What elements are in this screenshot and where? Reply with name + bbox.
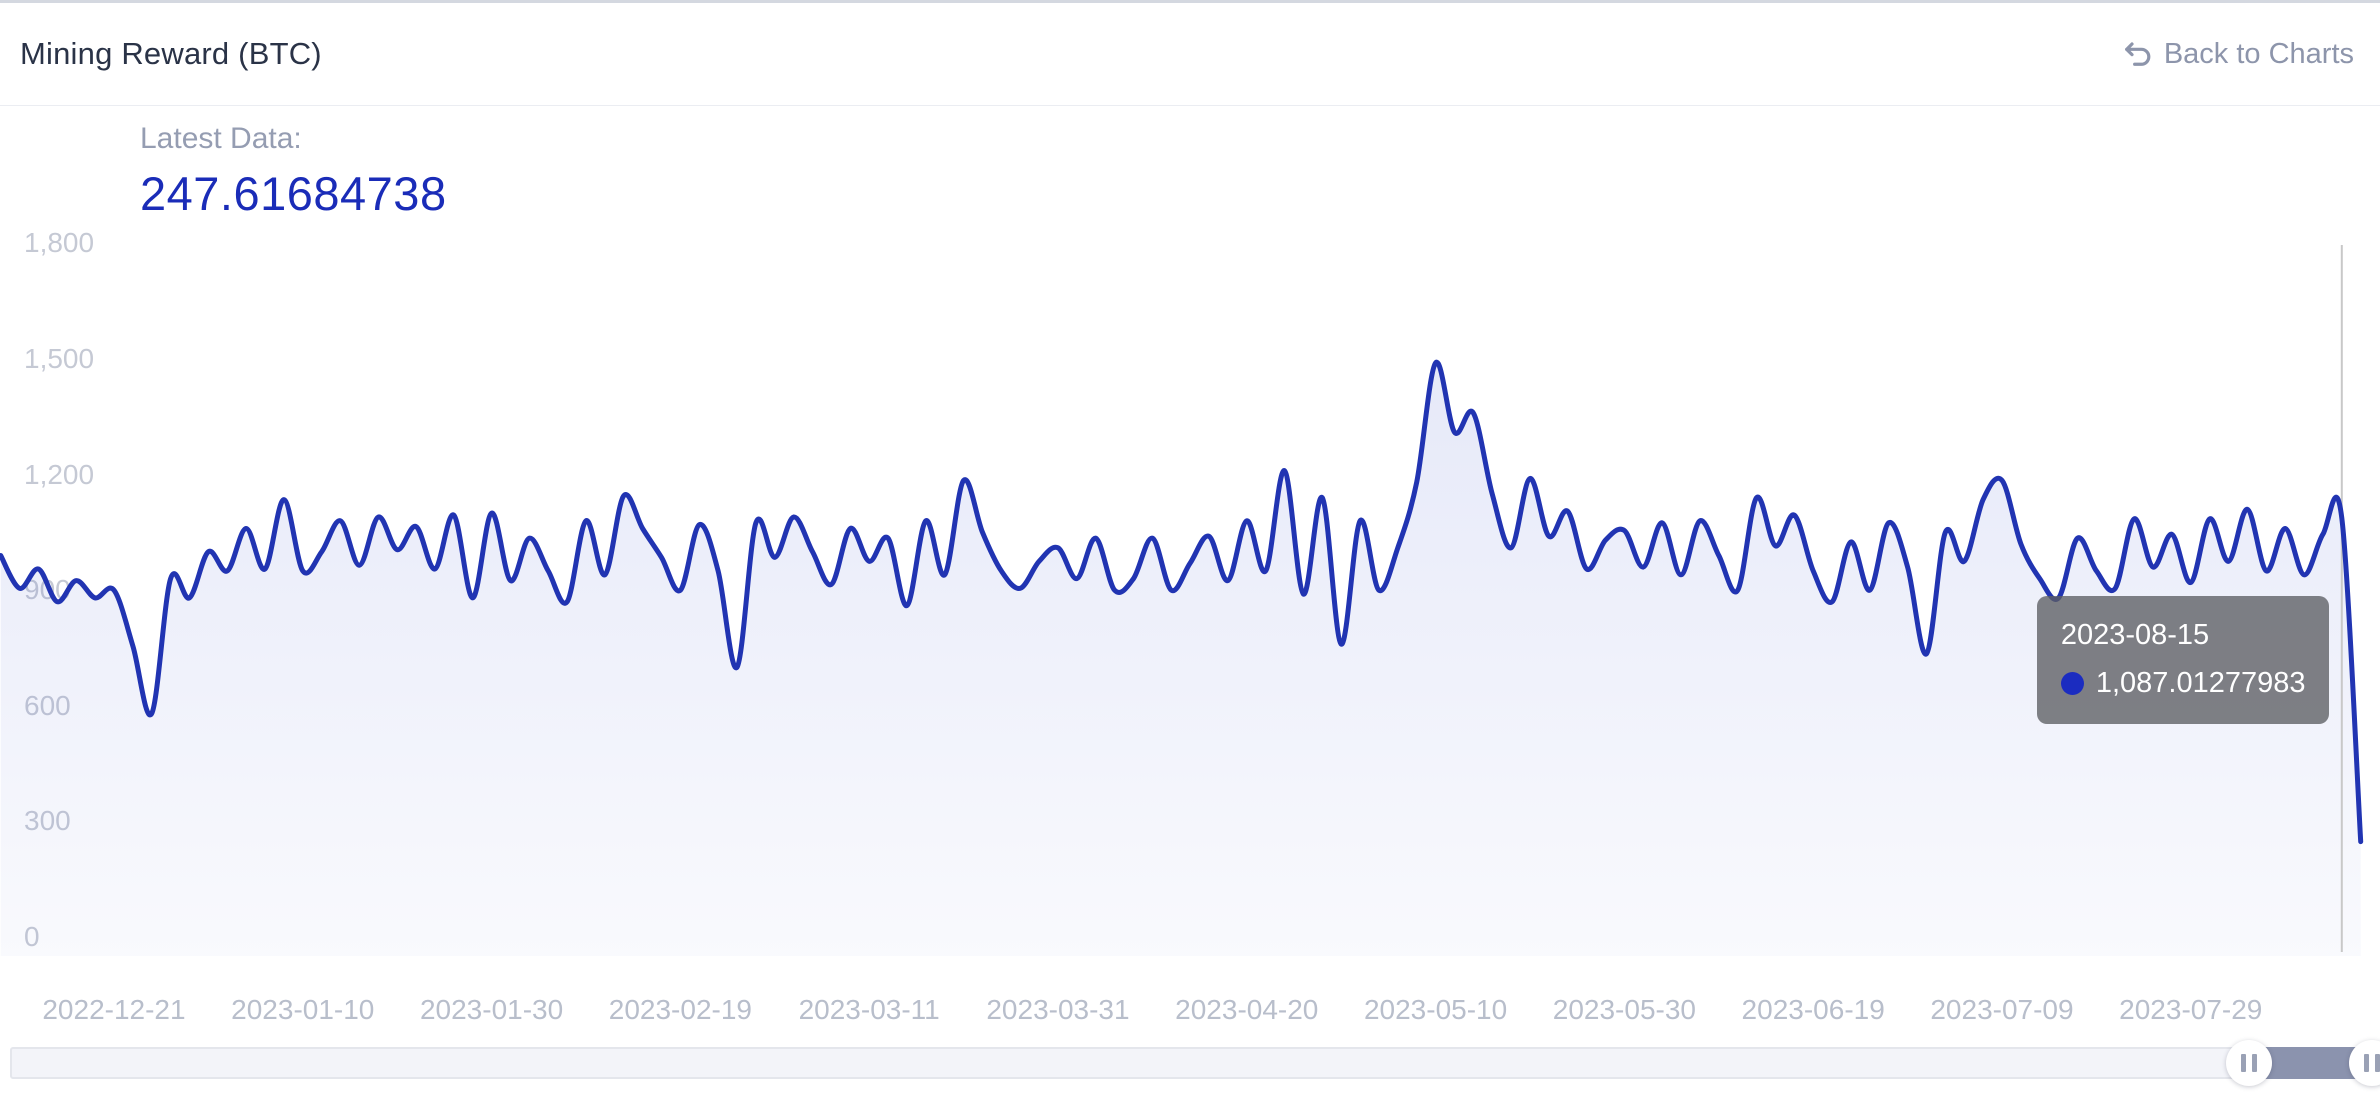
latest-data-value: 247.61684738	[140, 167, 447, 220]
series-area-fill	[0, 362, 2361, 957]
x-axis-label: 2023-04-20	[1175, 994, 1319, 1025]
latest-data-block: Latest Data: 247.61684738	[140, 122, 447, 221]
chart-navigator-track[interactable]	[10, 1047, 2372, 1079]
x-axis-label: 2023-01-30	[419, 994, 564, 1025]
x-axis-label: 2023-03-11	[798, 994, 940, 1025]
series-dot-icon	[2060, 671, 2084, 695]
x-axis-label: 2023-02-19	[608, 994, 752, 1025]
page-title: Mining Reward (BTC)	[20, 36, 322, 71]
y-axis-label: 0	[24, 921, 40, 952]
y-axis-label: 1,800	[24, 227, 95, 259]
chart-tooltip: 2023-08-15 1,087.01277983	[2036, 596, 2330, 725]
y-axis-label: 1,500	[24, 343, 95, 374]
x-axis-label: 2023-01-10	[231, 994, 375, 1025]
x-axis-label: 2023-03-31	[986, 994, 1130, 1025]
tooltip-date: 2023-08-15	[2060, 619, 2210, 651]
y-axis-label: 900	[24, 574, 71, 606]
y-axis-label: 600	[24, 689, 71, 721]
x-axis-label: 2023-05-30	[1552, 994, 1696, 1025]
handle-grip-icon	[2241, 1054, 2247, 1072]
navigator-handle-right[interactable]	[2349, 1040, 2380, 1086]
back-to-charts-link[interactable]: Back to Charts	[2122, 38, 2354, 71]
latest-data-label: Latest Data:	[140, 122, 302, 155]
x-axis-label: 2023-07-09	[1930, 994, 2074, 1025]
series-line	[0, 360, 2364, 845]
handle-grip-icon	[2375, 1054, 2380, 1072]
x-axis-label: 2023-05-10	[1363, 994, 1508, 1025]
x-axis-label: 2023-07-29	[2119, 994, 2263, 1025]
navigator-handle-left[interactable]	[2226, 1040, 2273, 1086]
top-edge-divider	[0, 0, 2380, 3]
x-axis-label: 2022-12-21	[42, 994, 186, 1025]
handle-grip-icon	[2252, 1054, 2258, 1072]
x-axis-label: 2023-06-19	[1741, 994, 1885, 1025]
handle-grip-icon	[2364, 1054, 2369, 1072]
y-axis-label: 1,200	[24, 458, 95, 490]
undo-arrow-icon	[2124, 42, 2151, 66]
back-to-charts-label: Back to Charts	[2163, 37, 2354, 70]
tooltip-value: 1,087.01277983	[2095, 667, 2306, 700]
header: Mining Reward (BTC) Back to Charts	[0, 3, 2380, 106]
y-axis-label: 300	[24, 805, 71, 837]
